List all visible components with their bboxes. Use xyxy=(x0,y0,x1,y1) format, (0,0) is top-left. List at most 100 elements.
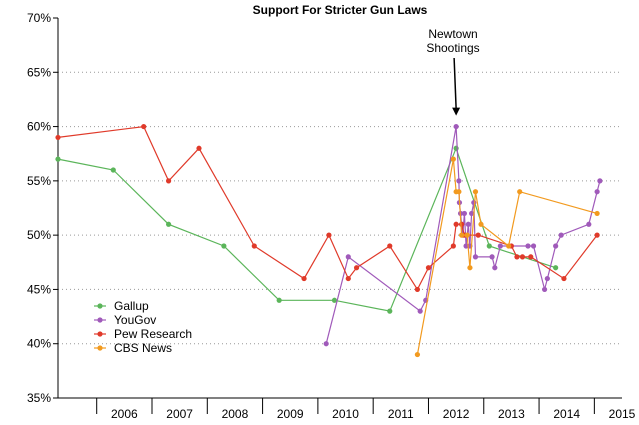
data-point-yougov xyxy=(461,210,468,217)
data-point-yougov xyxy=(472,254,479,260)
data-point-gallup xyxy=(331,297,338,303)
data-point-yougov xyxy=(345,254,351,260)
data-point-pew-research xyxy=(55,134,61,141)
data-point-yougov xyxy=(465,221,471,227)
series-gallup xyxy=(55,145,559,314)
data-point-cbs-news xyxy=(456,189,462,195)
data-point-pew-research xyxy=(425,265,432,271)
data-point-yougov xyxy=(530,243,537,249)
data-point-cbs-news xyxy=(517,189,523,195)
data-point-gallup xyxy=(553,265,559,271)
series-cbs-news xyxy=(414,156,600,358)
y-axis-ticks: 35% 40% 45% 50% 55% 60% 65% 70% xyxy=(27,11,58,405)
data-point-yougov xyxy=(492,265,498,271)
y-tick-label: 70% xyxy=(27,11,51,25)
y-tick-label: 65% xyxy=(27,65,51,79)
y-tick-label: 40% xyxy=(27,337,51,351)
legend-marker-pew-research xyxy=(97,331,103,337)
data-point-pew-research xyxy=(519,254,526,260)
y-tick-label: 45% xyxy=(27,282,51,296)
series-line-cbs-news xyxy=(416,158,598,355)
data-point-pew-research xyxy=(594,232,600,238)
data-point-pew-research xyxy=(141,123,147,130)
data-point-pew-research xyxy=(450,243,456,249)
data-point-gallup xyxy=(486,243,492,249)
x-tick-label: 2013 xyxy=(498,407,525,421)
data-point-pew-research xyxy=(453,221,459,227)
annotation-line2: Shootings xyxy=(426,41,479,55)
series-pew-research xyxy=(55,123,600,293)
data-point-pew-research xyxy=(475,232,481,238)
data-point-pew-research xyxy=(414,286,421,293)
x-tick-label: 2015 xyxy=(609,407,636,421)
data-point-cbs-news xyxy=(464,232,470,238)
x-tick-label: 2007 xyxy=(166,407,193,421)
data-point-pew-research xyxy=(165,178,172,184)
legend-label-gallup: Gallup xyxy=(114,299,149,313)
annotation-arrowhead xyxy=(452,107,461,116)
data-point-pew-research xyxy=(561,275,567,282)
data-point-yougov xyxy=(463,243,469,249)
data-point-pew-research xyxy=(196,145,202,151)
x-tick-label: 2010 xyxy=(332,407,359,421)
data-point-pew-research xyxy=(326,232,332,238)
y-tick-label: 50% xyxy=(27,228,51,242)
series-layer xyxy=(55,123,603,358)
data-point-yougov xyxy=(586,221,592,227)
x-tick-label: 2012 xyxy=(443,407,470,421)
data-point-cbs-news xyxy=(467,265,473,271)
data-point-yougov xyxy=(525,243,531,249)
legend-marker-yougov xyxy=(97,317,103,323)
data-point-gallup xyxy=(221,243,227,249)
y-tick-label: 35% xyxy=(27,391,51,405)
newtown-annotation: Newtown Shootings xyxy=(426,27,480,116)
y-tick-label: 55% xyxy=(27,174,51,188)
data-point-yougov xyxy=(417,308,423,314)
data-point-yougov xyxy=(489,254,495,260)
data-point-yougov xyxy=(453,123,459,130)
data-point-yougov xyxy=(469,210,475,217)
data-point-yougov xyxy=(541,286,548,293)
data-point-cbs-news xyxy=(478,221,484,227)
data-point-gallup xyxy=(55,156,61,162)
x-tick-label: 2011 xyxy=(388,407,414,421)
x-tick-label: 2008 xyxy=(222,407,249,421)
data-point-yougov xyxy=(553,243,559,249)
data-point-cbs-news xyxy=(472,189,479,195)
data-point-yougov xyxy=(497,243,503,249)
data-point-yougov xyxy=(597,178,603,184)
x-tick-label: 2006 xyxy=(111,407,138,421)
data-point-pew-research xyxy=(459,221,465,227)
data-point-gallup xyxy=(387,308,393,314)
data-point-yougov xyxy=(558,232,564,238)
x-axis-ticks: 2006 2007 2008 2009 2010 2011 2012 2013 2014 2015 xyxy=(96,398,636,421)
data-point-gallup xyxy=(276,297,282,303)
data-point-cbs-news xyxy=(414,351,421,358)
annotation-line1: Newtown xyxy=(428,27,477,41)
data-point-yougov xyxy=(544,275,550,282)
legend-label-cbs-news: CBS News xyxy=(114,341,172,355)
data-point-pew-research xyxy=(301,275,307,282)
data-point-pew-research xyxy=(353,265,360,271)
data-point-pew-research xyxy=(251,243,257,249)
series-line-gallup xyxy=(57,146,556,312)
legend-marker-cbs-news xyxy=(97,345,103,351)
legend-label-yougov: YouGov xyxy=(114,313,156,327)
data-point-cbs-news xyxy=(594,210,600,217)
data-point-cbs-news xyxy=(506,243,512,249)
legend-label-pew-research: Pew Research xyxy=(114,327,192,341)
data-point-yougov xyxy=(323,341,329,347)
x-tick-label: 2014 xyxy=(553,407,580,421)
legend-marker-gallup xyxy=(97,303,103,309)
data-point-cbs-news xyxy=(450,156,456,162)
data-point-yougov xyxy=(594,189,600,195)
data-point-pew-research xyxy=(387,243,393,249)
data-point-pew-research xyxy=(345,275,351,282)
y-tick-label: 60% xyxy=(27,120,51,134)
data-point-yougov xyxy=(456,178,462,184)
data-point-cbs-news xyxy=(459,232,465,238)
x-tick-label: 2009 xyxy=(277,407,304,421)
data-point-gallup xyxy=(453,145,459,151)
